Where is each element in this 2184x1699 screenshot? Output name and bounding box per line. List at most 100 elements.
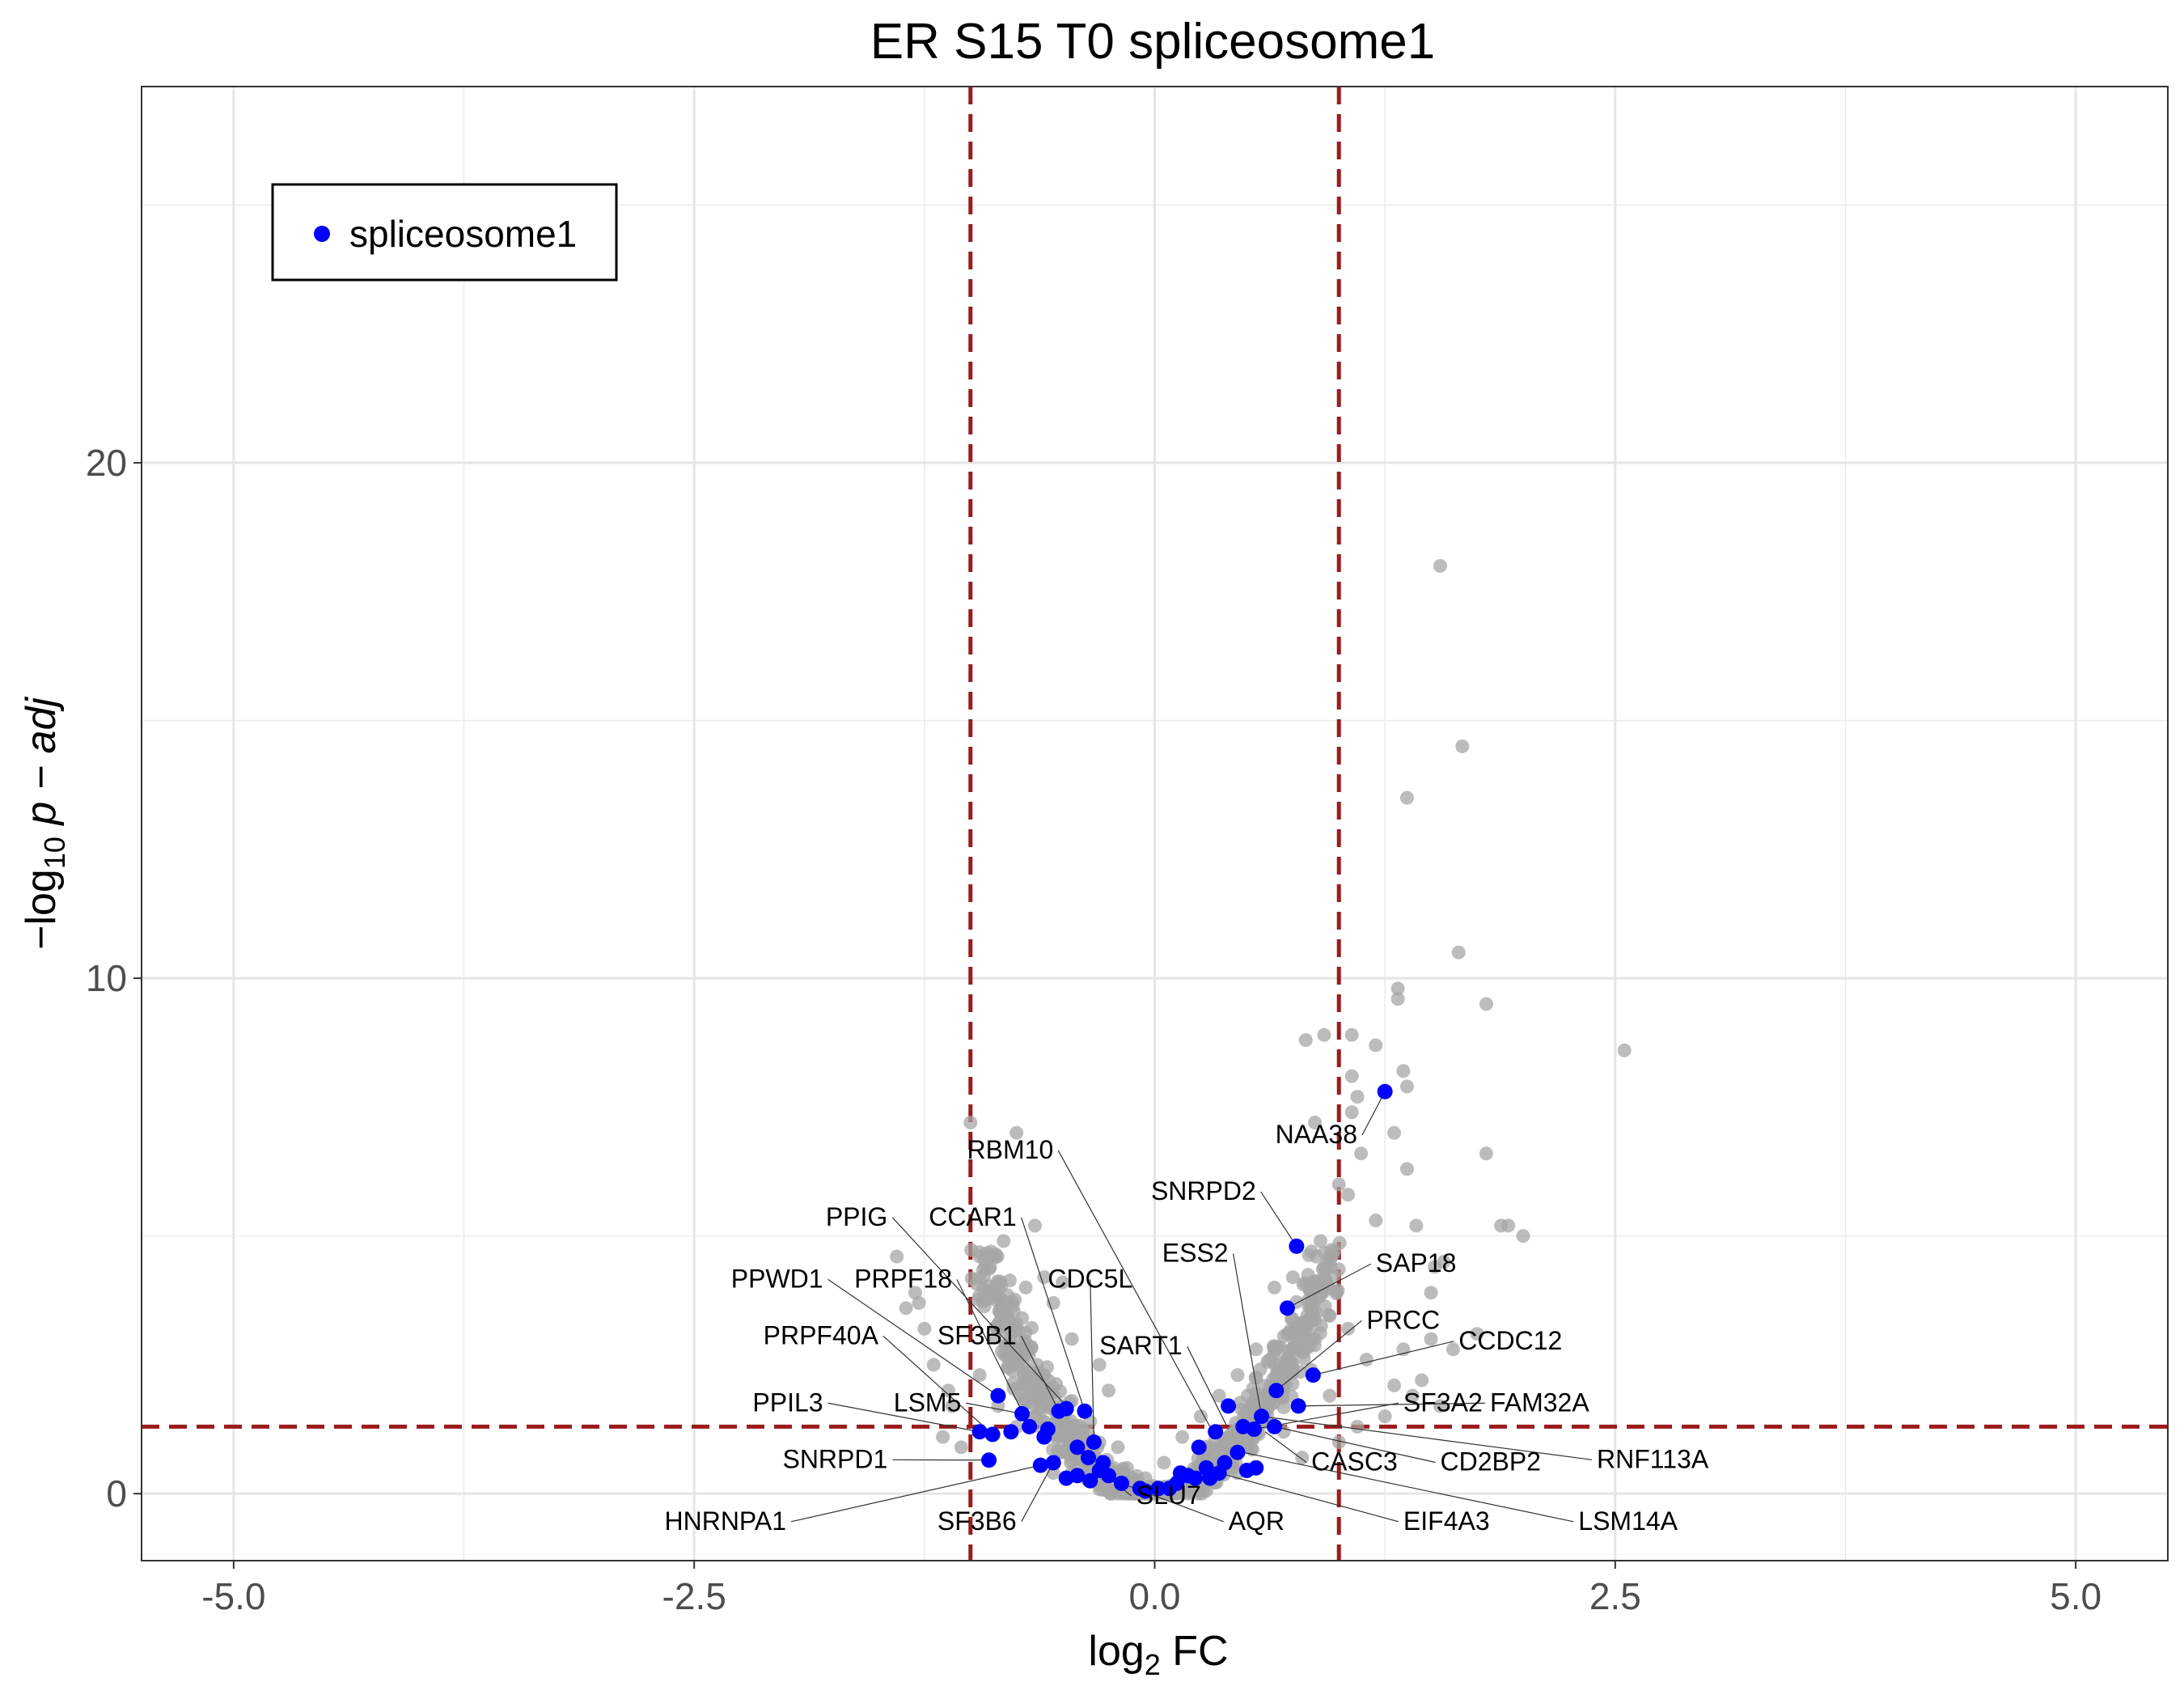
spliceosome-point — [1173, 1465, 1188, 1481]
spliceosome-point — [1069, 1439, 1085, 1455]
background-point — [1194, 1409, 1208, 1423]
spliceosome-point — [1235, 1419, 1251, 1434]
x-tick-label: 5.0 — [2050, 1575, 2101, 1617]
spliceosome-point — [1022, 1419, 1037, 1434]
spliceosome-point — [1003, 1424, 1018, 1439]
spliceosome-point — [1230, 1445, 1245, 1460]
background-point — [1332, 1177, 1346, 1191]
y-axis-title: −log10 p − adj — [18, 697, 71, 950]
background-point — [1297, 1345, 1310, 1359]
spliceosome-point — [1217, 1455, 1233, 1470]
background-point — [1351, 1090, 1365, 1104]
background-point — [1007, 1304, 1021, 1318]
x-tick-label: 0.0 — [1129, 1575, 1181, 1617]
spliceosome-point — [1095, 1455, 1111, 1470]
background-point — [1046, 1443, 1060, 1456]
background-point — [1028, 1218, 1042, 1232]
background-point — [1018, 1326, 1032, 1340]
x-tick-label: 2.5 — [1589, 1575, 1641, 1617]
background-point — [1019, 1281, 1033, 1294]
background-point — [1345, 1105, 1359, 1119]
chart-title: ER S15 T0 spliceosome1 — [870, 14, 1435, 70]
spliceosome-point — [1306, 1367, 1321, 1383]
background-point — [1409, 1218, 1423, 1232]
background-point — [1400, 791, 1414, 805]
background-point — [917, 1322, 931, 1336]
gene-label: PRPF18 — [854, 1264, 952, 1293]
background-point — [1479, 1146, 1493, 1160]
background-point — [1277, 1329, 1291, 1343]
background-point — [1400, 1162, 1414, 1176]
spliceosome-point — [1378, 1084, 1393, 1099]
gene-label: EIF4A3 — [1403, 1506, 1490, 1536]
background-point — [1065, 1333, 1079, 1346]
background-point — [1010, 1358, 1024, 1372]
background-point — [1310, 1250, 1323, 1264]
legend: spliceosome1 — [273, 184, 616, 280]
y-tick-label: 20 — [86, 442, 127, 484]
background-point — [1330, 1285, 1344, 1299]
spliceosome-point — [1046, 1455, 1061, 1470]
gene-label: LSM5 — [894, 1388, 962, 1417]
spliceosome-point — [1254, 1409, 1269, 1424]
legend-label-spliceosome1: spliceosome1 — [349, 213, 577, 255]
gene-label: SART1 — [1099, 1331, 1183, 1360]
background-point — [1253, 1362, 1267, 1376]
background-point — [1424, 1286, 1438, 1299]
gene-label: SAP18 — [1376, 1248, 1457, 1277]
background-point — [1323, 1389, 1336, 1403]
legend-key-spliceosome1 — [314, 226, 330, 242]
plot-area: NAA38 RBM10 SNRPD2 PPIG CCAR1 ESS2 SAP18 PPWD1 P… — [142, 87, 2168, 1561]
gene-label: PPIL3 — [752, 1388, 823, 1417]
gene-label: PPWD1 — [731, 1264, 823, 1293]
gene-label: HNRNPA1 — [664, 1506, 786, 1536]
spliceosome-point — [1191, 1439, 1207, 1455]
background-point — [972, 1289, 986, 1303]
background-point — [1341, 1188, 1355, 1201]
spliceosome-point — [1267, 1419, 1282, 1434]
background-point — [1175, 1430, 1189, 1444]
gene-label: RNF113A — [1597, 1444, 1709, 1473]
gene-label: SLU7 — [1136, 1481, 1201, 1510]
background-point — [1369, 1214, 1382, 1227]
background-point — [1241, 1389, 1255, 1403]
background-point — [1452, 946, 1466, 960]
background-point — [1317, 1261, 1331, 1275]
background-point — [1317, 1286, 1331, 1299]
background-point — [1345, 1028, 1359, 1042]
spliceosome-point — [1289, 1239, 1304, 1254]
background-point — [1391, 992, 1405, 1006]
background-point — [1396, 1064, 1410, 1078]
background-point — [1230, 1368, 1244, 1382]
gene-label: SNRPD2 — [1151, 1176, 1256, 1205]
gene-label: SF3B1 — [938, 1320, 1017, 1349]
spliceosome-point — [1268, 1383, 1284, 1398]
background-point — [965, 1272, 979, 1286]
background-point — [1268, 1345, 1281, 1358]
background-point — [1295, 1451, 1309, 1464]
gene-label: PRPF40A — [764, 1320, 879, 1349]
background-point — [1102, 1383, 1115, 1397]
background-point — [1333, 1236, 1347, 1250]
spliceosome-point — [1086, 1434, 1102, 1450]
background-point — [890, 1250, 904, 1264]
gene-label: SNRPD1 — [782, 1444, 887, 1473]
background-point — [1314, 1235, 1327, 1248]
spliceosome-point — [972, 1424, 988, 1439]
gene-label: CDC5L — [1048, 1264, 1132, 1293]
background-point — [1387, 1379, 1401, 1392]
background-point — [1369, 1038, 1382, 1052]
background-point — [1111, 1440, 1124, 1454]
gene-label: CASC3 — [1311, 1447, 1398, 1477]
background-point — [1064, 1418, 1077, 1432]
background-point — [954, 1440, 968, 1454]
background-point — [1318, 1028, 1331, 1042]
background-point — [1280, 1359, 1293, 1373]
gene-label: PPIG — [826, 1202, 887, 1231]
background-point — [1309, 1332, 1323, 1345]
spliceosome-point — [1202, 1471, 1217, 1486]
background-point — [1516, 1229, 1530, 1243]
background-point — [1400, 1079, 1414, 1093]
gene-label: NAA38 — [1276, 1120, 1357, 1149]
